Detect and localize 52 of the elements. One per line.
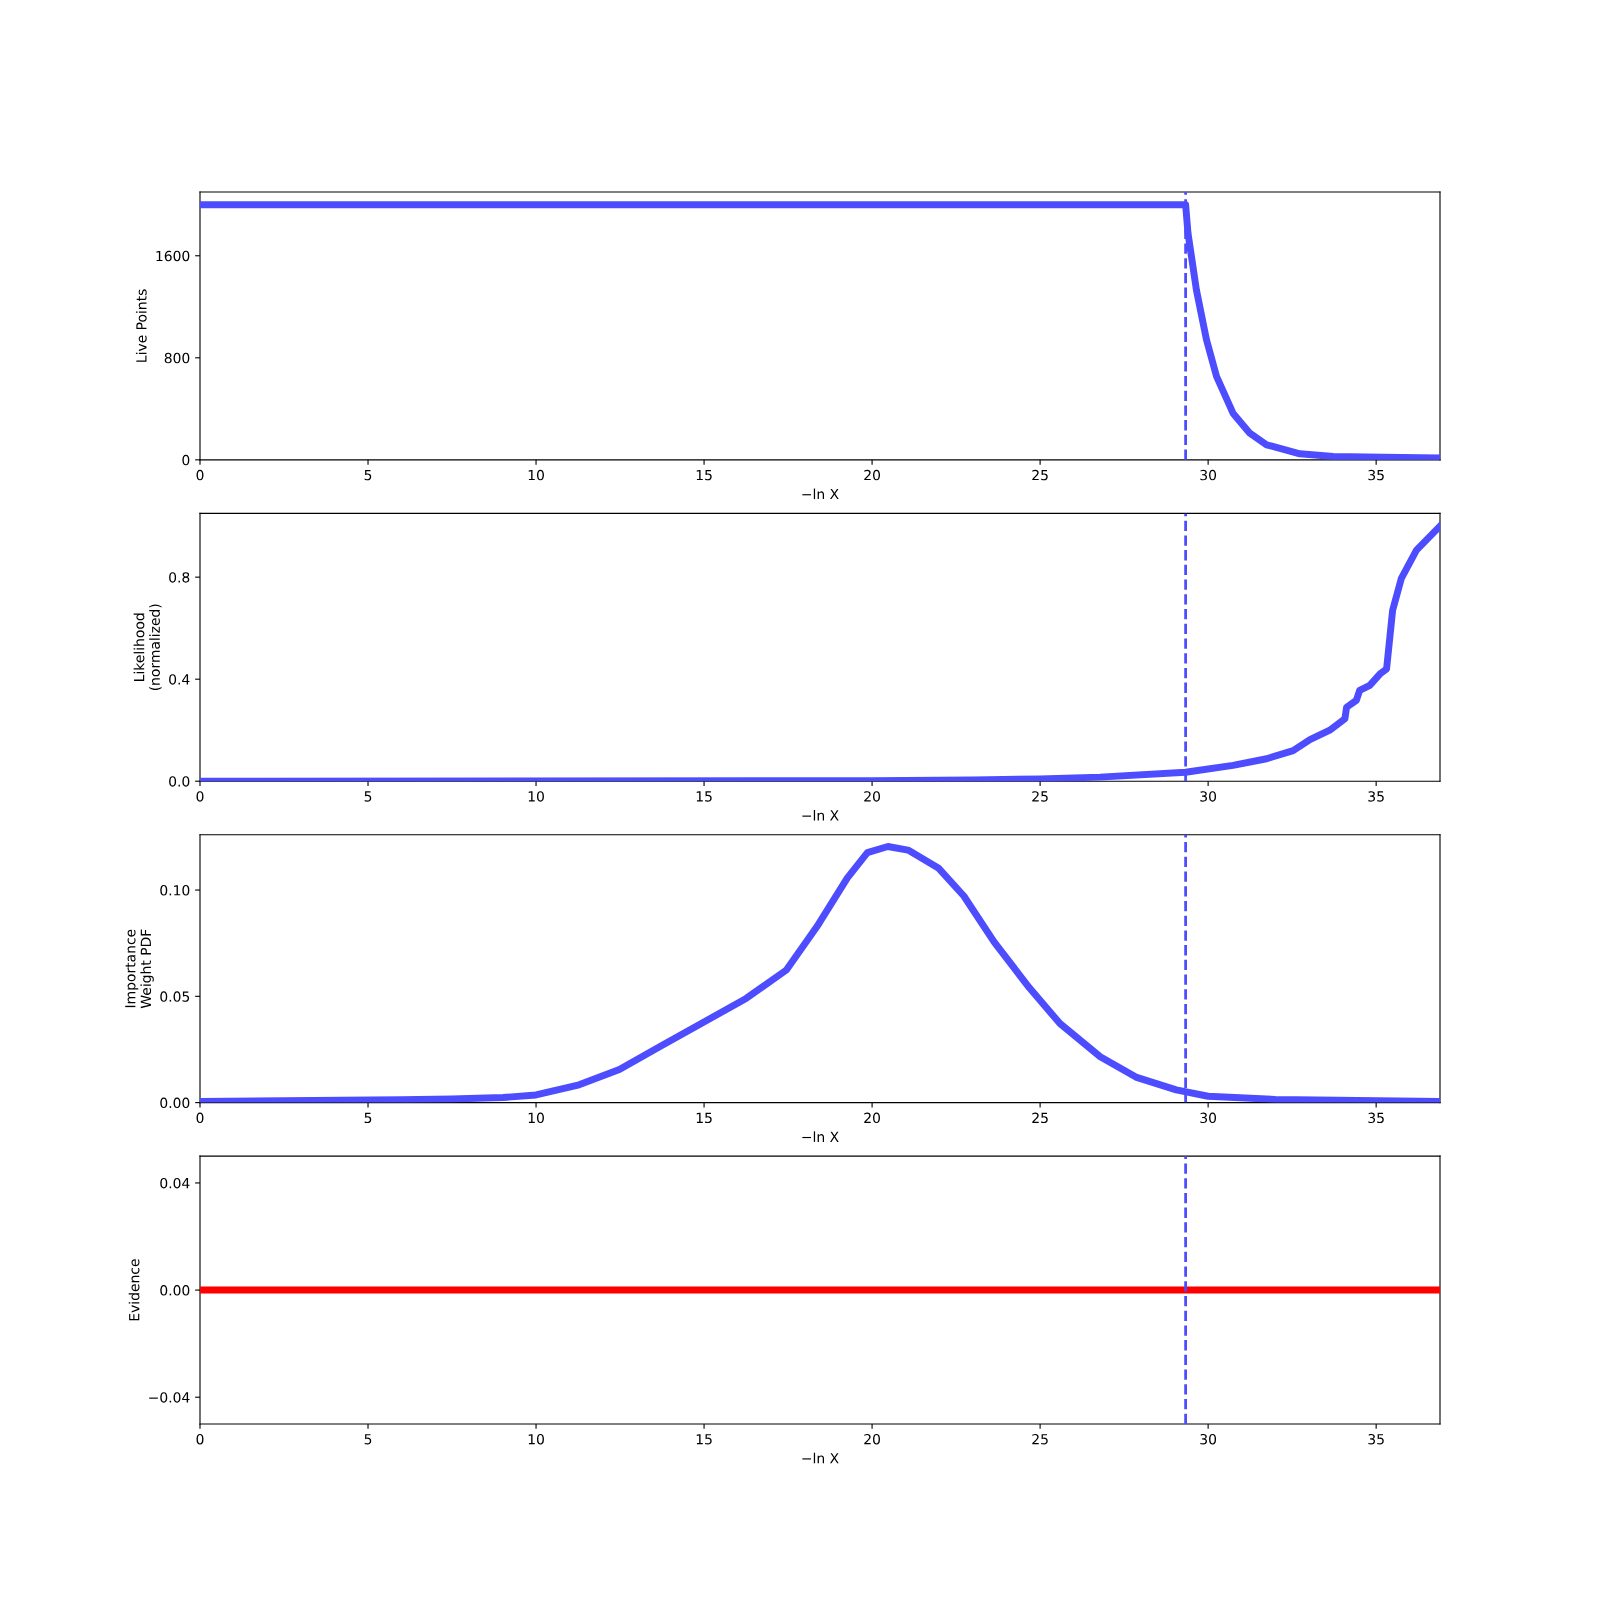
x-axis-title: −ln X [802, 1452, 839, 1464]
x-tick-label: 20 [864, 791, 880, 802]
x-tick-label: 10 [528, 1433, 544, 1445]
y-tick-label: 0.04 [160, 1177, 190, 1189]
x-tick-label: 35 [1368, 791, 1384, 802]
y-tick-label: 1600 [156, 250, 190, 262]
x-tick-label: 30 [1200, 1433, 1217, 1445]
y-tick-label: 0.05 [160, 991, 190, 1002]
x-tick-label: 15 [696, 469, 712, 481]
y-axis-title: Evidence [128, 1259, 140, 1321]
y-tick-label: 0.00 [160, 1285, 190, 1296]
x-tick-label: 5 [364, 469, 372, 481]
x-tick-label: 5 [364, 1112, 372, 1124]
x-axis-title: −ln X [802, 809, 839, 821]
y-axis-title: Likelihood (normalized) [133, 604, 162, 691]
x-tick-label: 0 [196, 791, 204, 802]
x-tick-label: 5 [364, 1434, 372, 1445]
x-tick-label: 15 [696, 1112, 712, 1124]
x-tick-label: 10 [528, 1112, 544, 1124]
x-tick-label: 30 [1200, 791, 1217, 802]
y-axis-title: Importance Weight PDF [125, 929, 154, 1009]
x-axis-title: −ln X [802, 1131, 839, 1142]
y-tick-label: 800 [164, 352, 190, 364]
x-tick-label: 20 [864, 1112, 880, 1124]
x-axis-title: −ln X [802, 488, 839, 500]
x-tick-label: 30 [1200, 469, 1217, 481]
y-axis-title: Live Points [135, 289, 147, 362]
x-tick-label: 0 [196, 469, 204, 481]
x-tick-label: 0 [196, 1112, 204, 1124]
x-tick-label: 20 [864, 469, 880, 481]
y-tick-label: −0.04 [149, 1392, 190, 1403]
x-tick-label: 15 [696, 791, 712, 802]
x-tick-label: 35 [1368, 1112, 1384, 1124]
y-tick-label: 0.8 [169, 572, 190, 583]
x-tick-label: 35 [1368, 1433, 1384, 1445]
y-tick-label: 0.10 [160, 885, 190, 896]
x-tick-label: 5 [364, 791, 372, 802]
x-tick-label: 10 [528, 791, 544, 802]
x-tick-label: 10 [528, 469, 544, 481]
y-tick-label: 0 [182, 454, 190, 466]
y-tick-label: 0.4 [169, 674, 190, 685]
y-tick-label: 0.0 [169, 776, 190, 787]
x-tick-label: 25 [1032, 791, 1048, 802]
x-tick-label: 0 [196, 1433, 204, 1445]
x-tick-label: 25 [1032, 1433, 1048, 1445]
x-tick-label: 30 [1200, 1112, 1217, 1124]
x-tick-label: 25 [1032, 469, 1048, 481]
x-tick-label: 15 [696, 1434, 712, 1445]
x-tick-label: 25 [1032, 1112, 1048, 1124]
x-tick-label: 35 [1368, 469, 1384, 481]
y-tick-label: 0.00 [160, 1097, 190, 1109]
x-tick-label: 20 [864, 1433, 880, 1445]
